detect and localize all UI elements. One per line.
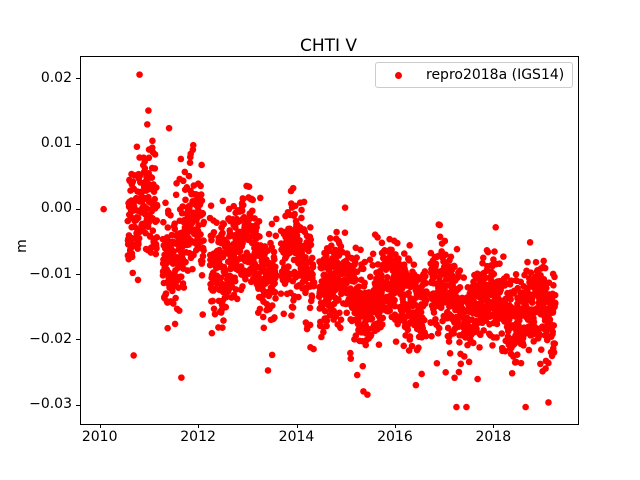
x-tick-mark bbox=[198, 424, 200, 428]
y-tick-label: 0.01 bbox=[40, 135, 72, 151]
y-tick-mark bbox=[76, 339, 80, 341]
y-tick-mark bbox=[76, 143, 80, 145]
x-tick-mark bbox=[99, 424, 101, 428]
legend-series-label: repro2018a (IGS14) bbox=[426, 67, 565, 83]
y-tick-label: 0.02 bbox=[40, 69, 72, 86]
legend: repro2018a (IGS14) bbox=[375, 62, 573, 88]
y-tick-mark bbox=[76, 274, 80, 276]
x-tick-label: 2010 bbox=[81, 429, 118, 445]
x-tick-label: 2018 bbox=[475, 429, 512, 445]
y-tick-label: −0.02 bbox=[29, 330, 72, 347]
plot-area bbox=[80, 56, 579, 425]
legend-marker-dot-icon bbox=[395, 72, 402, 79]
y-tick-label: 0.00 bbox=[40, 200, 72, 217]
chart-title: CHTI V bbox=[299, 36, 358, 56]
y-tick-mark bbox=[76, 208, 80, 210]
scatter-points-canvas bbox=[81, 57, 578, 424]
y-tick-mark bbox=[76, 78, 80, 80]
y-tick-label: −0.03 bbox=[29, 396, 72, 413]
x-tick-label: 2016 bbox=[377, 429, 413, 445]
x-tick-mark bbox=[493, 424, 495, 428]
y-tick-mark bbox=[76, 404, 80, 406]
y-axis-label: m bbox=[14, 239, 30, 253]
x-tick-label: 2012 bbox=[180, 429, 216, 445]
x-tick-label: 2014 bbox=[278, 429, 315, 445]
x-tick-mark bbox=[394, 424, 396, 428]
y-tick-label: −0.01 bbox=[29, 265, 72, 282]
x-tick-mark bbox=[296, 424, 298, 428]
